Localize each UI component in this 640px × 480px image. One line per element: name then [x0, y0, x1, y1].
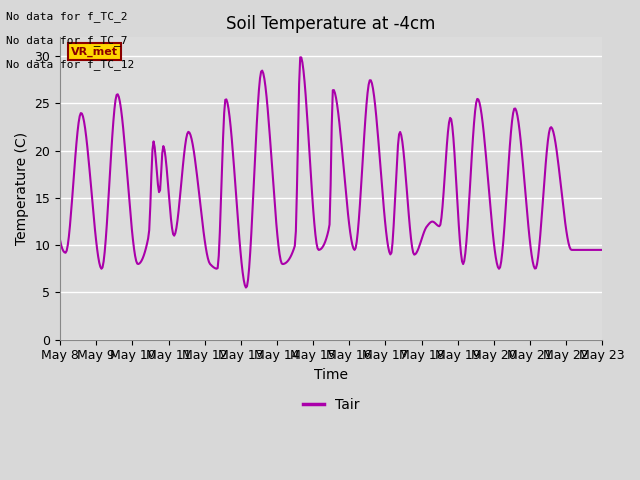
Text: No data for f_TC_2: No data for f_TC_2 [6, 11, 128, 22]
Title: Soil Temperature at -4cm: Soil Temperature at -4cm [227, 15, 436, 33]
Legend: Tair: Tair [298, 392, 365, 418]
Text: VR_met: VR_met [71, 47, 118, 57]
Y-axis label: Temperature (C): Temperature (C) [15, 132, 29, 245]
Text: No data for f_TC_12: No data for f_TC_12 [6, 59, 134, 70]
X-axis label: Time: Time [314, 368, 348, 382]
Text: No data for f_TC_7: No data for f_TC_7 [6, 35, 128, 46]
